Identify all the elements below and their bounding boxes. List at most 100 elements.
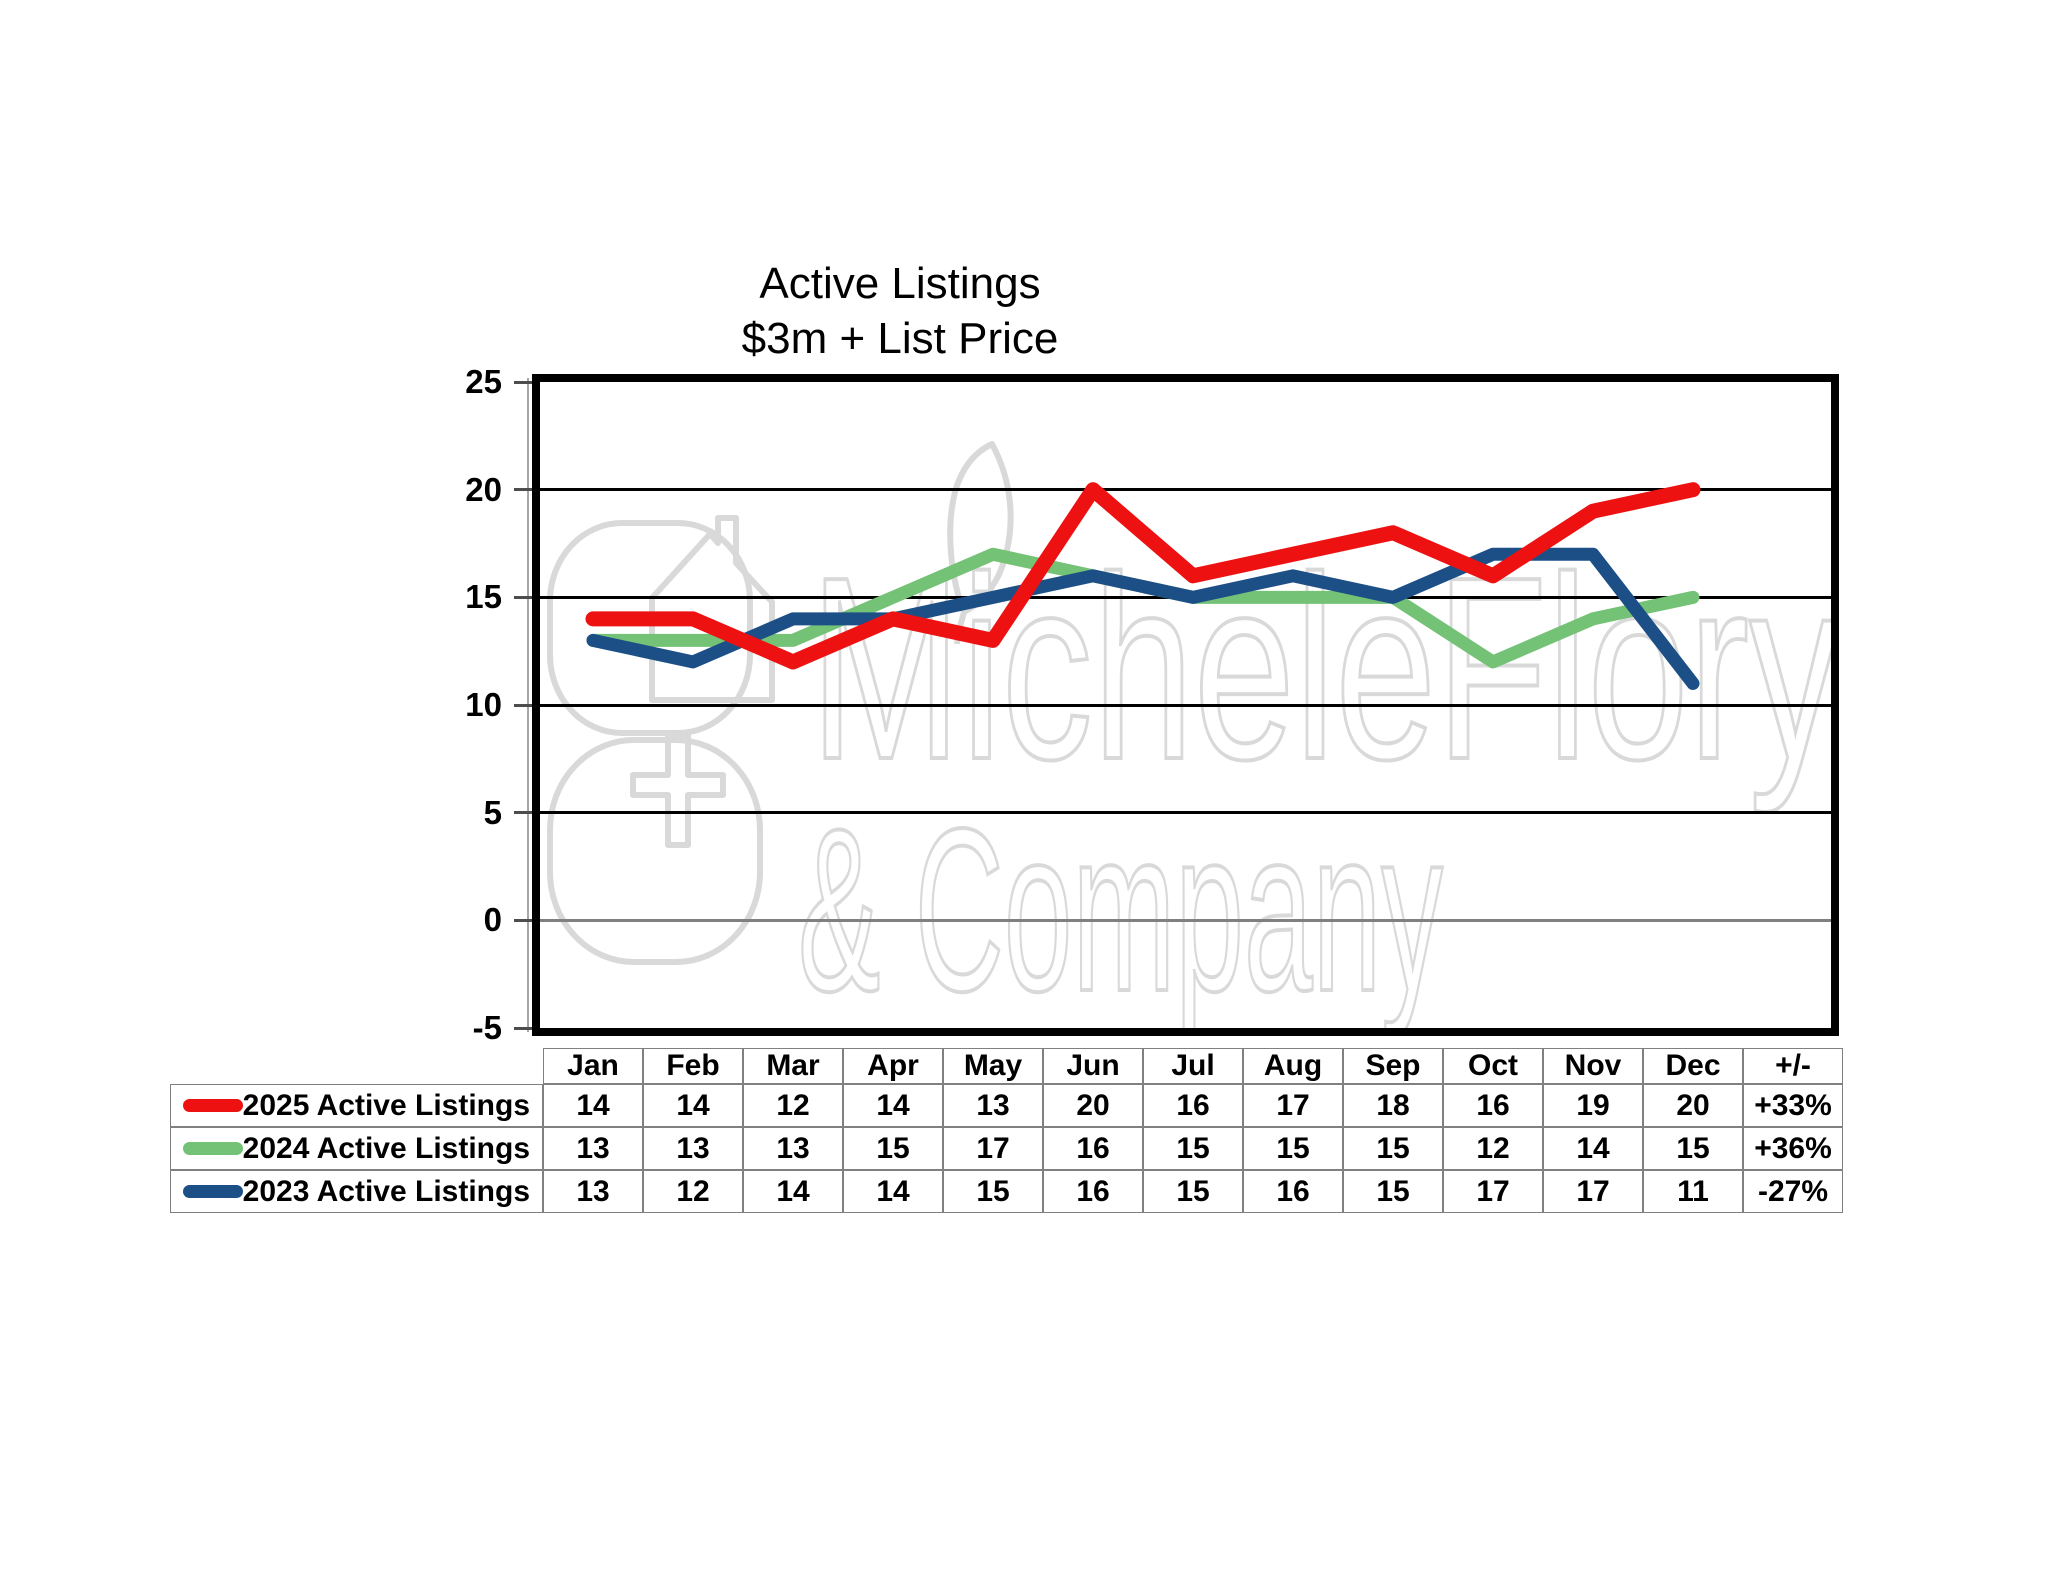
- table-header-cell: Nov: [1543, 1048, 1643, 1084]
- table-header-cell: Mar: [743, 1048, 843, 1084]
- table-value-cell: 13: [943, 1084, 1043, 1127]
- table-value-cell: 17: [1243, 1084, 1343, 1127]
- table-value-cell: 12: [743, 1084, 843, 1127]
- logo-shape-bottom: [547, 737, 763, 965]
- table-value-cell: 14: [843, 1170, 943, 1213]
- table-value-cell: 12: [643, 1170, 743, 1213]
- table-header-row: Jan Feb Mar Apr May Jun Jul Aug Sep Oct Nov Dec +/-: [543, 1048, 1843, 1084]
- y-tick-mark: [514, 703, 532, 707]
- table-value-cell: 17: [943, 1127, 1043, 1170]
- table-value-cell: 12: [1443, 1127, 1543, 1170]
- y-tick-label: 25: [465, 363, 502, 400]
- table-value-cell: 15: [1143, 1127, 1243, 1170]
- series-line-2025: [585, 482, 1701, 670]
- table-value-cell: 20: [1043, 1084, 1143, 1127]
- y-tick-label: 20: [465, 470, 502, 508]
- y-tick-label: -5: [472, 1009, 502, 1046]
- series-line-2023: [586, 547, 1700, 690]
- legend-swatch-icon: [182, 1185, 243, 1198]
- legend-swatch-icon: [182, 1142, 243, 1155]
- y-axis-ticks: [514, 380, 532, 1030]
- table-value-cell: 17: [1443, 1170, 1543, 1213]
- y-tick-label: 5: [483, 793, 502, 831]
- table-header-cell: Sep: [1343, 1048, 1443, 1084]
- chart-title-line1: Active Listings: [759, 259, 1041, 308]
- y-tick-mark: [514, 380, 532, 384]
- legend-label: 2025 Active Listings: [242, 1088, 530, 1122]
- table-value-cell: 11: [1643, 1170, 1743, 1213]
- y-tick-mark: [514, 1026, 532, 1030]
- table-value-cell: 16: [1043, 1127, 1143, 1170]
- table-header-cell: Jan: [543, 1048, 643, 1084]
- y-tick-label: 0: [483, 901, 502, 939]
- plot-area: MicheleFlory & Company: [532, 374, 1839, 1036]
- table-value-cell: 13: [543, 1127, 643, 1170]
- table-change-cell: -27%: [1743, 1170, 1843, 1213]
- y-tick-label: 15: [465, 578, 502, 616]
- table-value-cell: 14: [543, 1084, 643, 1127]
- table-value-cell: 16: [1143, 1084, 1243, 1127]
- table-value-cell: 13: [743, 1127, 843, 1170]
- y-tick-mark: [514, 918, 532, 922]
- table-value-cell: 16: [1443, 1084, 1543, 1127]
- table-header-cell: Aug: [1243, 1048, 1343, 1084]
- y-axis-labels: 25 20 15 10 5 0 -5: [386, 363, 516, 1046]
- table-value-cell: 16: [1043, 1170, 1143, 1213]
- company-watermark: MicheleFlory & Company: [547, 441, 1831, 1028]
- table-value-cell: 20: [1643, 1084, 1743, 1127]
- table-value-cell: 14: [743, 1170, 843, 1213]
- table-value-cell: 15: [1643, 1127, 1743, 1170]
- table-value-cell: 15: [943, 1170, 1043, 1213]
- table-value-cell: 14: [643, 1084, 743, 1127]
- table-value-cell: 17: [1543, 1170, 1643, 1213]
- table-value-cell: 15: [1343, 1127, 1443, 1170]
- legend-label: 2024 Active Listings: [242, 1131, 530, 1165]
- table-body: 2025 Active Listings 14 14 12 14 13 20 16 17 18 16…: [170, 1084, 1843, 1213]
- table-value-cell: 13: [543, 1170, 643, 1213]
- table-value-cell: 15: [1243, 1127, 1343, 1170]
- y-tick-mark: [514, 488, 532, 492]
- gridline: [540, 488, 1831, 492]
- plus-icon: [630, 732, 726, 848]
- table-value-cell: 15: [1343, 1170, 1443, 1213]
- table-header-cell: Oct: [1443, 1048, 1543, 1084]
- table-row: 2023 Active Listings 13 12 14 14 15 16 15 16 15 17…: [170, 1170, 1843, 1213]
- table-row: 2024 Active Listings 13 13 13 15 17 16 15 15 15 12…: [170, 1127, 1843, 1170]
- zero-axis-line: [540, 918, 1831, 922]
- chart-title-line2: $3m + List Price: [741, 314, 1059, 363]
- table-header-cell: Feb: [643, 1048, 743, 1084]
- table-value-cell: 14: [843, 1084, 943, 1127]
- table-row: 2025 Active Listings 14 14 12 14 13 20 16 17 18 16…: [170, 1084, 1843, 1127]
- watermark-text-line2: & Company: [798, 781, 1443, 1028]
- legend-cell: 2024 Active Listings: [170, 1127, 543, 1170]
- y-tick-label: 10: [465, 686, 502, 723]
- y-tick-mark: [514, 811, 532, 815]
- table-header-cell: Apr: [843, 1048, 943, 1084]
- table-header-cell: Dec: [1643, 1048, 1743, 1084]
- gridline: [540, 811, 1831, 815]
- plot-inner: MicheleFlory & Company: [540, 382, 1831, 1028]
- table-value-cell: 18: [1343, 1084, 1443, 1127]
- y-tick-mark: [514, 595, 532, 599]
- table-value-cell: 15: [843, 1127, 943, 1170]
- table-header-cell: Jun: [1043, 1048, 1143, 1084]
- table-value-cell: 16: [1243, 1170, 1343, 1213]
- table-value-cell: 19: [1543, 1084, 1643, 1127]
- table-header-cell: Jul: [1143, 1048, 1243, 1084]
- table-header-cell: May: [943, 1048, 1043, 1084]
- table-change-cell: +36%: [1743, 1127, 1843, 1170]
- series-lines: [585, 482, 1701, 690]
- table-header-cell: +/-: [1743, 1048, 1843, 1084]
- table-value-cell: 15: [1143, 1170, 1243, 1213]
- logo-shape-top: [547, 520, 753, 736]
- table-value-cell: 13: [643, 1127, 743, 1170]
- table-change-cell: +33%: [1743, 1084, 1843, 1127]
- legend-label: 2023 Active Listings: [242, 1174, 530, 1208]
- legend-cell: 2023 Active Listings: [170, 1170, 543, 1213]
- chart-title: Active Listings $3m + List Price: [300, 256, 1500, 366]
- gridline: [540, 703, 1831, 707]
- legend-cell: 2025 Active Listings: [170, 1084, 543, 1127]
- watermark-text-line1: MicheleFlory: [810, 524, 1831, 815]
- legend-swatch-icon: [182, 1099, 243, 1112]
